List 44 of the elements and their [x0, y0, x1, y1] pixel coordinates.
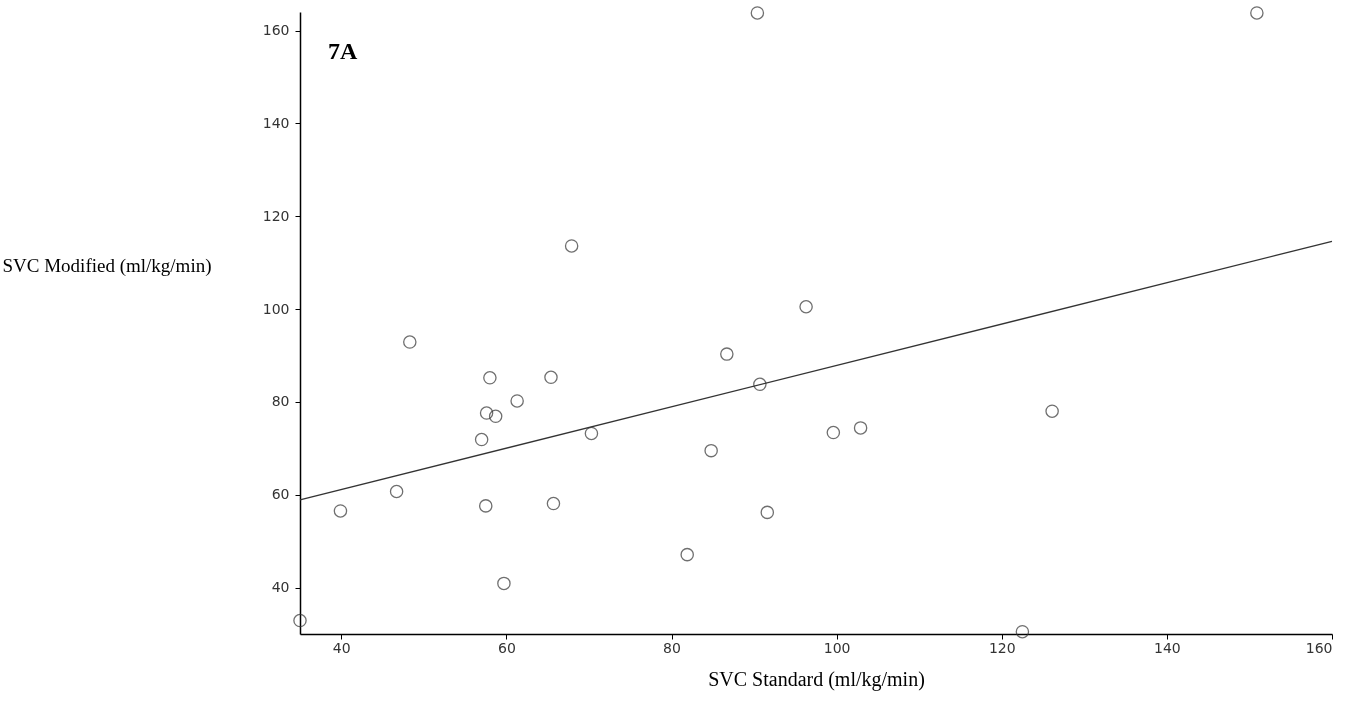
- point: [293, 613, 307, 628]
- x-tick-label: 100: [823, 639, 851, 656]
- point: [760, 505, 775, 520]
- point: [333, 504, 348, 518]
- x-tick-label: 120: [988, 639, 1016, 656]
- point: [497, 576, 511, 591]
- point: [474, 432, 489, 447]
- point: [1250, 6, 1264, 20]
- point: [479, 406, 494, 420]
- x-tick-label: 140: [1154, 639, 1181, 656]
- point: [483, 371, 497, 385]
- x-tick-label: 80: [663, 639, 681, 656]
- x-tick-label: 40: [332, 639, 351, 656]
- point: [403, 335, 417, 349]
- annotation: 7A: [328, 38, 358, 64]
- point: [584, 426, 599, 441]
- point: [799, 299, 813, 314]
- y-axis-title: SVC Modified (ml/kg/min): [2, 254, 212, 277]
- point: [389, 484, 404, 499]
- point: [750, 6, 765, 20]
- point: [564, 239, 579, 253]
- y-tick-label: 80: [271, 393, 290, 410]
- y-tick-label: 60: [271, 486, 290, 503]
- point: [826, 425, 841, 440]
- point: [546, 496, 561, 511]
- point: [488, 409, 503, 424]
- y-tick-label: 140: [262, 114, 290, 131]
- point: [510, 394, 524, 408]
- point: [753, 377, 767, 392]
- y-tick-label: 40: [271, 579, 290, 596]
- x-axis-title: SVC Standard (ml/kg/min): [708, 667, 925, 691]
- point: [680, 547, 694, 562]
- y-tick-label: 160: [262, 22, 290, 39]
- point: [720, 347, 734, 361]
- x-tick-label: 60: [497, 639, 516, 656]
- point: [1045, 404, 1059, 418]
- point: [1015, 624, 1030, 639]
- point: [704, 443, 718, 458]
- point: [853, 421, 868, 435]
- y-tick-label: 100: [262, 300, 290, 317]
- point: [478, 499, 493, 513]
- y-tick-label: 120: [262, 207, 290, 224]
- x-tick-label: 160: [1305, 639, 1333, 656]
- point: [544, 370, 558, 385]
